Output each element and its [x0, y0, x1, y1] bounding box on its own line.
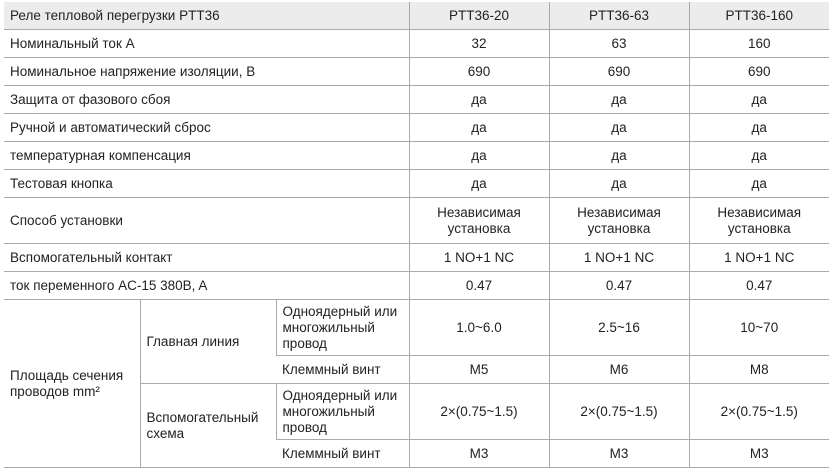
cell-value: 2×(0.75~1.5)	[688, 383, 829, 440]
cell-value: 690	[408, 57, 549, 86]
cell-value: M8	[688, 355, 829, 384]
sub-row-label: Клеммный винт	[276, 355, 409, 384]
row-label: температурная компенсация	[4, 141, 409, 170]
table-row: Защита от фазового сбоя да да да	[4, 85, 829, 114]
row-label: Тестовая кнопка	[4, 169, 409, 198]
row-label: Защита от фазового сбоя	[4, 85, 409, 114]
cell-value: 2×(0.75~1.5)	[548, 383, 689, 440]
cell-value: 690	[548, 57, 689, 86]
table-row: ток переменного AC-15 380B, A 0.47 0.47 …	[4, 271, 829, 300]
table-row: Номинальный ток A 32 63 160	[4, 29, 829, 58]
cell-value: да	[688, 141, 829, 170]
cell-value: M5	[408, 355, 549, 384]
header-row: Реле тепловой перегрузки PTT36 PTT36-20 …	[4, 2, 829, 30]
row-label: Ручной и автоматический сброс	[4, 113, 409, 142]
table-row: Тестовая кнопка да да да	[4, 169, 829, 198]
cell-value: Независимая установка	[688, 197, 829, 244]
cell-value: да	[548, 169, 689, 198]
group-label: Вспомогательный схема	[140, 383, 276, 468]
cell-value: 1 NO+1 NC	[408, 243, 549, 272]
cell-value: 0.47	[548, 271, 689, 300]
cell-value: M3	[408, 439, 549, 468]
group-label: Главная линия	[139, 299, 276, 384]
cell-value: 1 NO+1 NC	[688, 243, 829, 272]
model-header: PTT36-20	[408, 2, 549, 30]
table-row: Клеммный винт M3 M3 M3	[4, 439, 829, 468]
cell-value: 63	[548, 29, 689, 58]
cell-value: 160	[688, 29, 829, 58]
cell-value: да	[548, 85, 689, 114]
sub-row-label: Одноядерный или многожильный провод	[275, 383, 409, 440]
cell-value: да	[408, 85, 549, 114]
spec-table: Реле тепловой перегрузки PTT36 PTT36-20 …	[4, 2, 829, 468]
cell-value: 32	[408, 29, 549, 58]
cell-value: да	[688, 85, 829, 114]
table-row: температурная компенсация да да да	[4, 141, 829, 170]
row-label: Вспомогательный контакт	[4, 243, 409, 272]
cell-value: да	[408, 113, 549, 142]
table-row: Площадь сечения проводов mm² Главная лин…	[4, 299, 829, 468]
row-label: Номинальный ток A	[4, 29, 409, 58]
sub-row-label: Одноядерный или многожильный провод	[275, 299, 409, 356]
cross-section-label: Площадь сечения проводов mm²	[4, 299, 141, 468]
cell-value: да	[408, 169, 549, 198]
cell-value: Независимая установка	[408, 197, 549, 244]
sub-row-label: Клеммный винт	[276, 439, 409, 468]
table-row: Клеммный винт M5 M6 M8	[4, 355, 829, 384]
cell-value: да	[688, 113, 829, 142]
table-row: Вспомогательный контакт 1 NO+1 NC 1 NO+1…	[4, 243, 829, 272]
row-label: Номинальное напряжение изоляции, В	[4, 57, 409, 86]
cell-value: 1 NO+1 NC	[548, 243, 689, 272]
row-label: Способ установки	[4, 197, 409, 244]
cell-value: 1.0~6.0	[408, 299, 549, 356]
cell-value: да	[548, 113, 689, 142]
cell-value: да	[408, 141, 549, 170]
table-row: Ручной и автоматический сброс да да да	[4, 113, 829, 142]
cell-value: 2×(0.75~1.5)	[408, 383, 549, 440]
cell-value: M3	[548, 439, 689, 468]
cell-value: 10~70	[688, 299, 829, 356]
cell-value: M3	[688, 439, 829, 468]
cell-value: 0.47	[688, 271, 829, 300]
cell-value: да	[688, 169, 829, 198]
table-title: Реле тепловой перегрузки PTT36	[4, 2, 409, 30]
table-row: Вспомогательный схема Одноядерный или мн…	[4, 383, 829, 468]
model-header: PTT36-160	[688, 2, 829, 30]
table-row: Способ установки Независимая установка Н…	[4, 197, 829, 244]
cell-value: 690	[688, 57, 829, 86]
cell-value: да	[548, 141, 689, 170]
model-header: PTT36-63	[548, 2, 689, 30]
table-row: Номинальное напряжение изоляции, В 690 6…	[4, 57, 829, 86]
cell-value: Независимая установка	[548, 197, 689, 244]
cell-value: 0.47	[408, 271, 549, 300]
row-label: ток переменного AC-15 380B, A	[4, 271, 409, 300]
cell-value: M6	[548, 355, 689, 384]
cell-value: 2.5~16	[548, 299, 689, 356]
